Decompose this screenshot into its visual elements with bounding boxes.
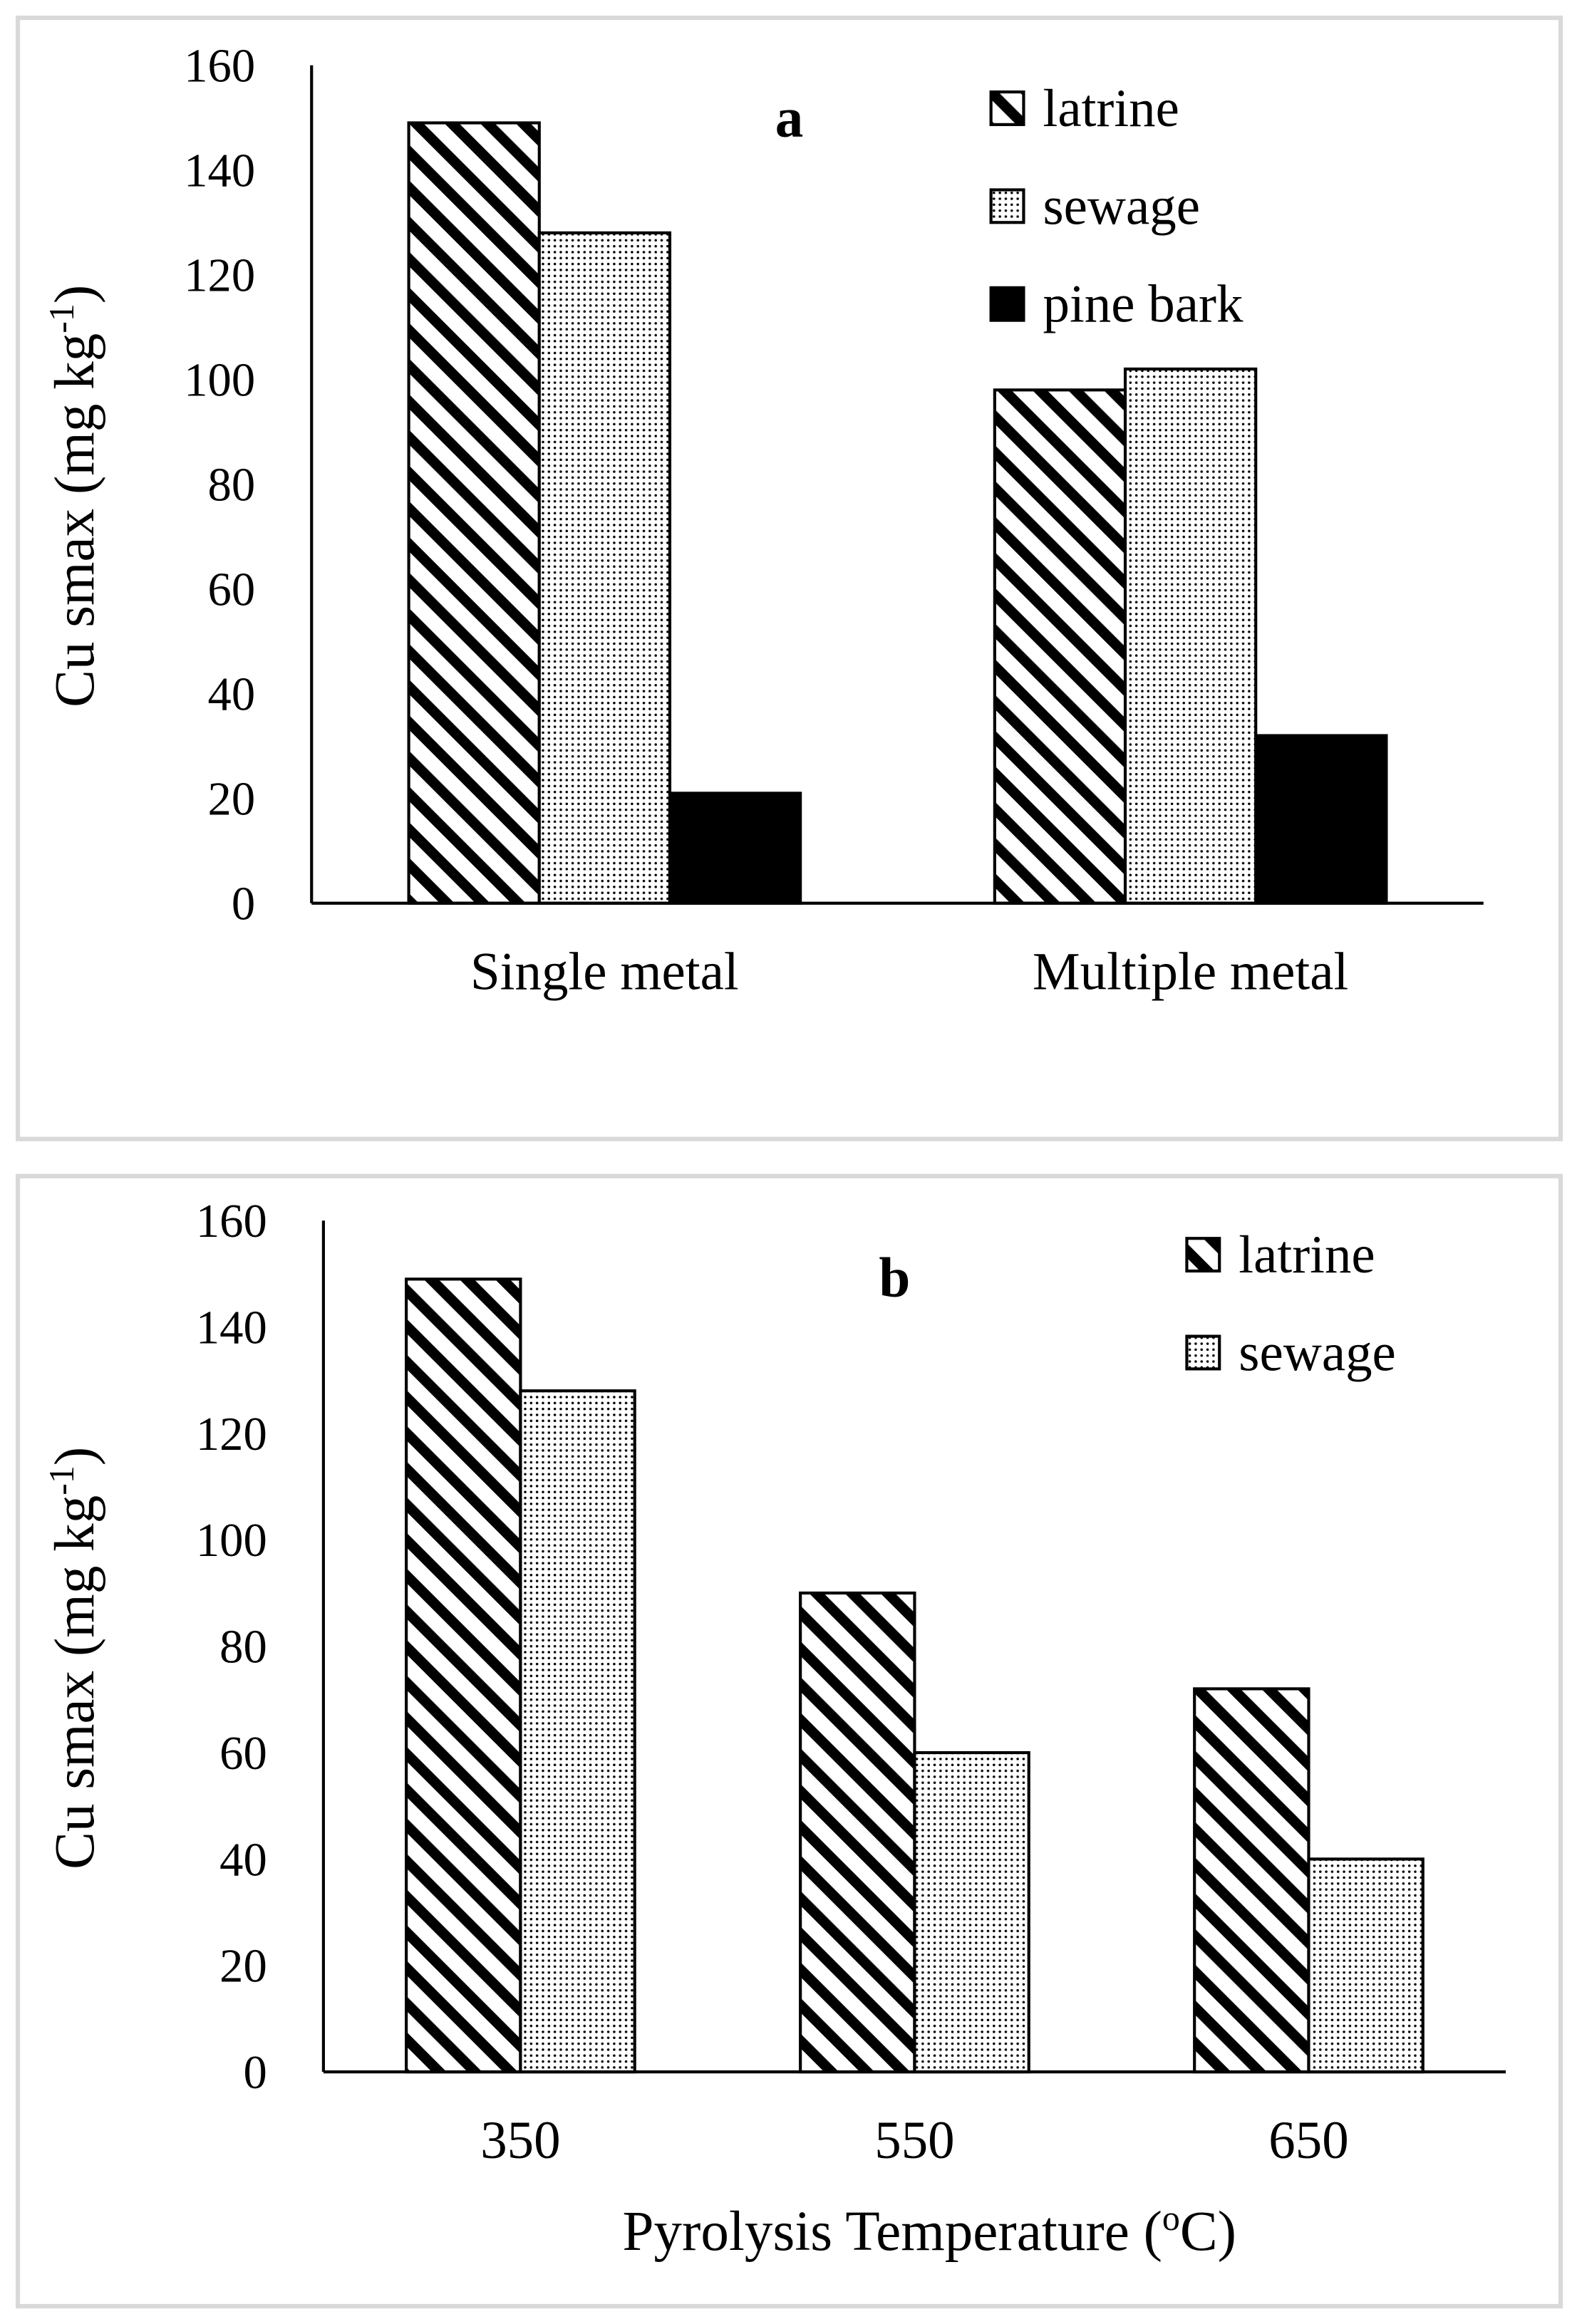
x-tick-label: 350 [480,2111,560,2170]
chart-frame [15,1173,1563,2309]
x-tick-label: 550 [874,2111,954,2170]
legend-swatch [989,188,1025,224]
bar [405,1277,522,2074]
y-tick-label: 140 [196,1302,267,1354]
y-tick-label: 120 [196,1409,267,1461]
bar [913,1750,1030,2074]
y-tick-label: 160 [184,40,255,92]
bar [799,1591,916,2074]
y-axis-label-text: Cu smax (mg kg [44,333,106,707]
legend-swatch [1185,1334,1221,1371]
bar [537,231,672,905]
bar [993,388,1127,905]
y-axis-label-suffix: ) [44,1447,106,1466]
chart-title: a [775,88,804,150]
bar [519,1389,636,2074]
x-tick-label: 650 [1268,2111,1348,2170]
y-tick-label: 20 [208,774,256,826]
bar [1193,1687,1310,2074]
y-tick-label: 20 [219,1941,267,1993]
y-tick-label: 60 [208,564,256,616]
chart: 0 20 40 60 80 100 120 140 160 Single metal Multipl… [15,15,1563,1141]
y-tick-label: 40 [219,1834,267,1886]
x-axis-label-text: Pyrolysis Temperature ( [623,2201,1162,2263]
y-tick-label: 80 [219,1622,267,1674]
legend-swatch [989,286,1025,322]
legend-swatch [1185,1237,1221,1273]
y-axis-label-sup: -1 [41,304,81,333]
y-tick-label: 160 [196,1195,267,1247]
bar [1254,734,1388,905]
x-axis-label-suffix: C) [1180,2201,1236,2263]
chart: 0 20 40 60 80 100 120 140 160 350 550 650 b latrine se… [15,1173,1563,2309]
y-tick-label: 60 [219,1728,267,1780]
y-axis-label-suffix: ) [44,285,106,304]
y-tick-label: 0 [232,878,255,930]
bar [1123,367,1258,905]
y-axis-label-text: Cu smax (mg kg [44,1495,106,1869]
x-tick-label: Single metal [470,942,739,1001]
y-tick-label: 120 [184,250,255,302]
y-tick-label: 140 [184,145,255,197]
y-axis-label-sup: -1 [41,1466,81,1495]
x-axis-label-sup: o [1162,2198,1180,2238]
legend-label: latrine [1239,1225,1375,1285]
legend-swatch [989,90,1025,126]
bar [407,121,541,905]
y-tick-label: 0 [243,2047,267,2099]
x-axis-label: Pyrolysis Temperature (oC) [623,2198,1236,2263]
y-tick-label: 80 [208,460,256,512]
bar [1307,1857,1425,2074]
chart-title: b [879,1247,910,1309]
y-axis-label: Cu smax (mg kg-1) [41,285,106,707]
legend-label: sewage [1239,1323,1396,1382]
bar [668,792,802,905]
legend-label: pine bark [1043,275,1243,334]
legend-label: sewage [1043,177,1201,236]
y-axis-label: Cu smax (mg kg-1) [41,1447,106,1869]
y-tick-label: 100 [196,1515,267,1567]
legend-label: latrine [1043,79,1179,138]
y-tick-label: 40 [208,669,256,721]
x-tick-label: Multiple metal [1033,942,1348,1001]
y-tick-label: 100 [184,355,255,407]
chart-frame [15,15,1563,1141]
